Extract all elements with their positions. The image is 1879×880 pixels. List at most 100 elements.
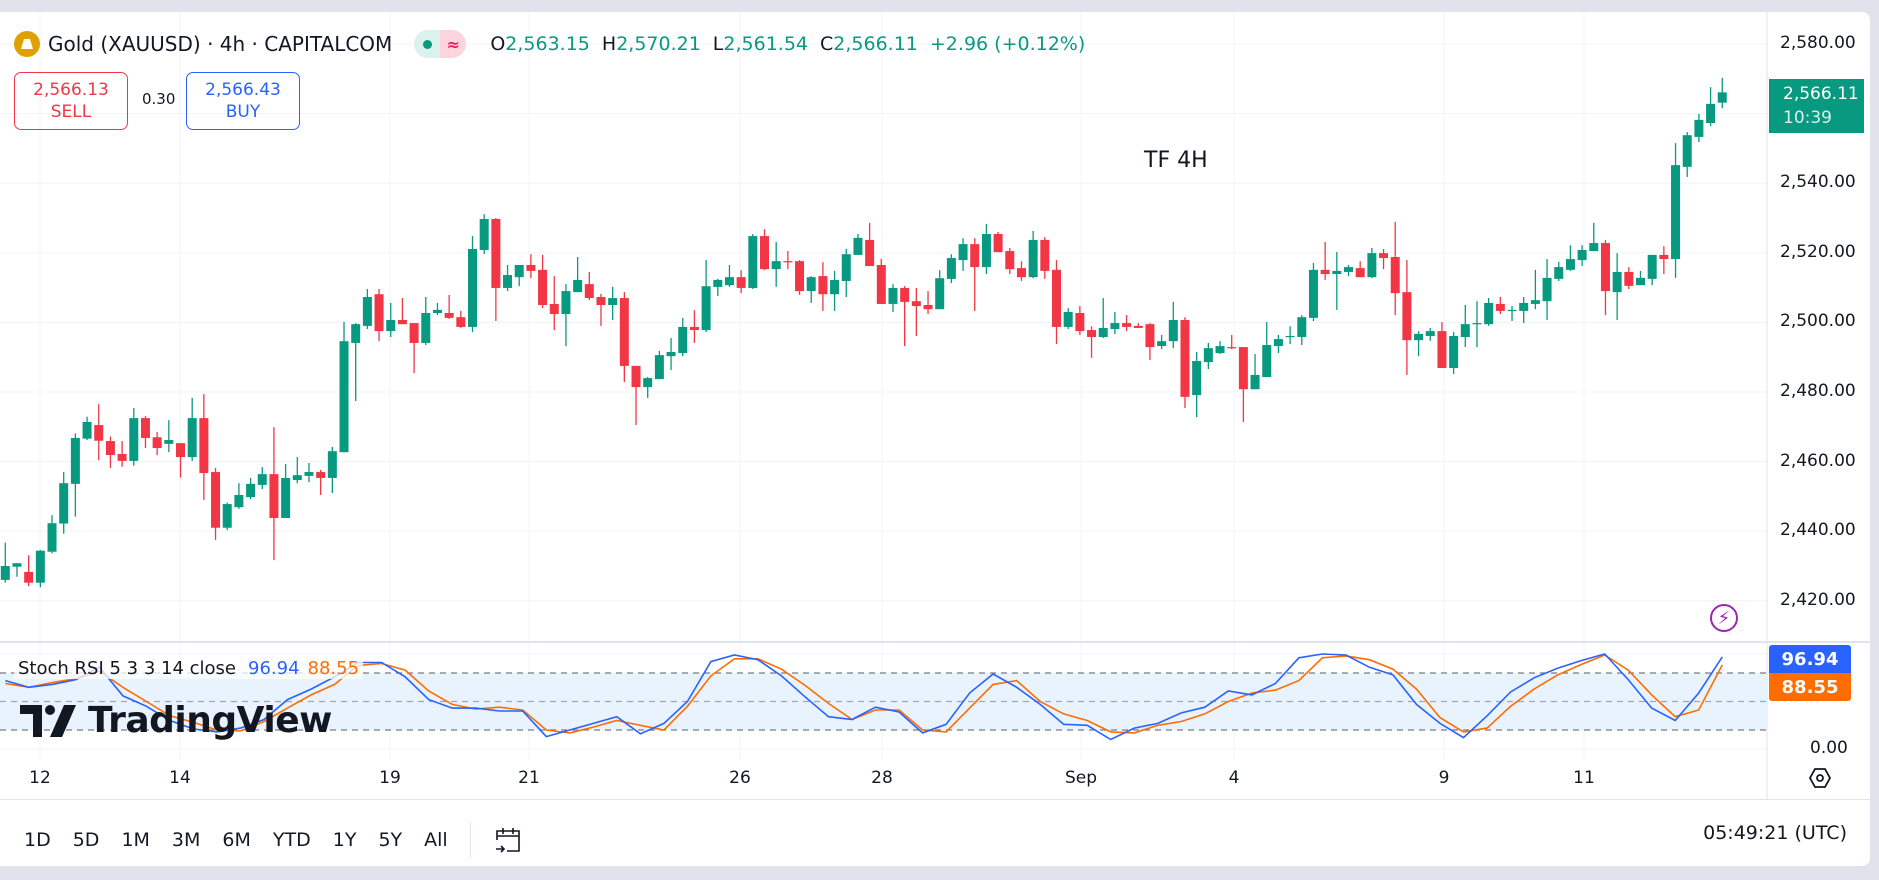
candle <box>1600 239 1610 316</box>
candle-body <box>911 301 921 307</box>
delayed-data-icon: ≈ <box>440 30 467 58</box>
candle-body <box>94 425 104 441</box>
candle <box>608 286 618 320</box>
time-tick: 19 <box>379 768 401 788</box>
price-tick: 2,440.00 <box>1780 520 1856 541</box>
candle-body <box>1671 165 1681 260</box>
candle-body <box>771 261 781 270</box>
candle-body <box>292 475 302 481</box>
candle <box>222 502 232 531</box>
candle-body <box>1192 361 1202 396</box>
candle-body <box>491 219 501 288</box>
candle <box>1507 306 1517 322</box>
range-1m[interactable]: 1M <box>121 829 150 851</box>
symbol-title[interactable]: Gold (XAUUSD) · 4h · CAPITALCOM <box>48 32 393 56</box>
candle-body <box>573 279 583 293</box>
chart-annotation[interactable]: TF 4H <box>1144 148 1208 173</box>
candle-body <box>1297 317 1307 338</box>
candle-body <box>1554 267 1564 279</box>
price-tick: 2,540.00 <box>1780 172 1856 193</box>
tradingview-logo-icon <box>20 704 76 737</box>
candle-body <box>199 418 209 474</box>
candle-body <box>12 563 22 567</box>
candle <box>1414 331 1424 357</box>
candle <box>1717 78 1727 109</box>
range-1d[interactable]: 1D <box>24 829 51 851</box>
candle <box>503 264 513 292</box>
range-3m[interactable]: 3M <box>171 829 201 851</box>
candle-body <box>456 317 466 327</box>
candle <box>1484 298 1494 326</box>
range-1y[interactable]: 1Y <box>332 829 357 851</box>
spread: 0.30 <box>142 90 176 108</box>
pane-separator[interactable] <box>0 641 1870 643</box>
candle <box>1542 259 1552 320</box>
range-5d[interactable]: 5D <box>72 829 100 851</box>
close-value: 2,566.11 <box>833 33 918 55</box>
candle-body <box>888 287 898 304</box>
candle <box>0 542 10 583</box>
tradingview-logo: TradingView <box>20 700 332 741</box>
candle <box>584 271 594 301</box>
candle-body <box>409 323 419 343</box>
lightning-icon[interactable]: ⚡ <box>1710 604 1738 632</box>
candle <box>176 443 185 478</box>
candle <box>1647 254 1657 286</box>
price-tick: 2,580.00 <box>1780 33 1856 53</box>
price-tick: 2,460.00 <box>1780 450 1856 471</box>
open-label: O <box>490 33 506 55</box>
candle <box>199 394 209 500</box>
candle <box>1145 323 1155 360</box>
candle <box>491 218 501 322</box>
candle-body <box>806 277 816 292</box>
candle <box>234 483 244 509</box>
candle-body <box>339 341 349 453</box>
range-toolbar: 1D 5D 1M 3M 6M YTD 1Y 5Y All <box>24 822 523 858</box>
go-to-date-icon[interactable] <box>493 825 523 855</box>
candle-body <box>736 277 746 288</box>
buy-button[interactable]: 2,566.43 BUY <box>186 72 300 130</box>
candle <box>94 404 104 461</box>
candle <box>1355 261 1365 278</box>
candle <box>164 420 174 453</box>
market-status[interactable]: ≈ <box>414 30 467 58</box>
candle <box>105 436 115 468</box>
candle-body <box>1694 119 1704 137</box>
candle <box>1016 261 1026 281</box>
candle <box>561 284 571 347</box>
candle-body <box>1098 327 1108 338</box>
range-5y[interactable]: 5Y <box>378 829 403 851</box>
candle <box>1297 315 1307 346</box>
settings-icon[interactable] <box>1808 766 1832 790</box>
candle <box>1624 267 1634 289</box>
candle <box>1110 311 1120 335</box>
candle-body <box>701 286 711 331</box>
toolbar-divider <box>0 799 1870 800</box>
low-value: 2,561.54 <box>723 33 808 55</box>
candle <box>841 248 851 297</box>
candle <box>1472 301 1482 348</box>
candle-body <box>70 437 80 484</box>
range-ytd[interactable]: YTD <box>272 829 311 851</box>
range-6m[interactable]: 6M <box>222 829 251 851</box>
sell-button[interactable]: 2,566.13 SELL <box>14 72 128 130</box>
candle <box>1180 317 1190 409</box>
candle <box>643 377 653 398</box>
stoch-legend[interactable]: Stoch RSI 5 3 3 14 close 96.94 88.55 <box>14 658 364 679</box>
candle <box>82 416 92 441</box>
candle-body <box>724 277 734 286</box>
gold-icon <box>14 31 40 57</box>
candle <box>993 231 1003 253</box>
candle-body <box>1495 303 1505 311</box>
candle <box>1075 306 1085 335</box>
candle <box>1402 260 1412 375</box>
range-all[interactable]: All <box>424 829 448 851</box>
candle <box>1425 327 1435 341</box>
candle <box>304 462 314 483</box>
candle <box>1554 261 1564 281</box>
candle-body <box>82 421 92 439</box>
candle <box>900 286 910 347</box>
clock[interactable]: 05:49:21 (UTC) <box>1703 822 1847 844</box>
candle <box>292 457 302 484</box>
